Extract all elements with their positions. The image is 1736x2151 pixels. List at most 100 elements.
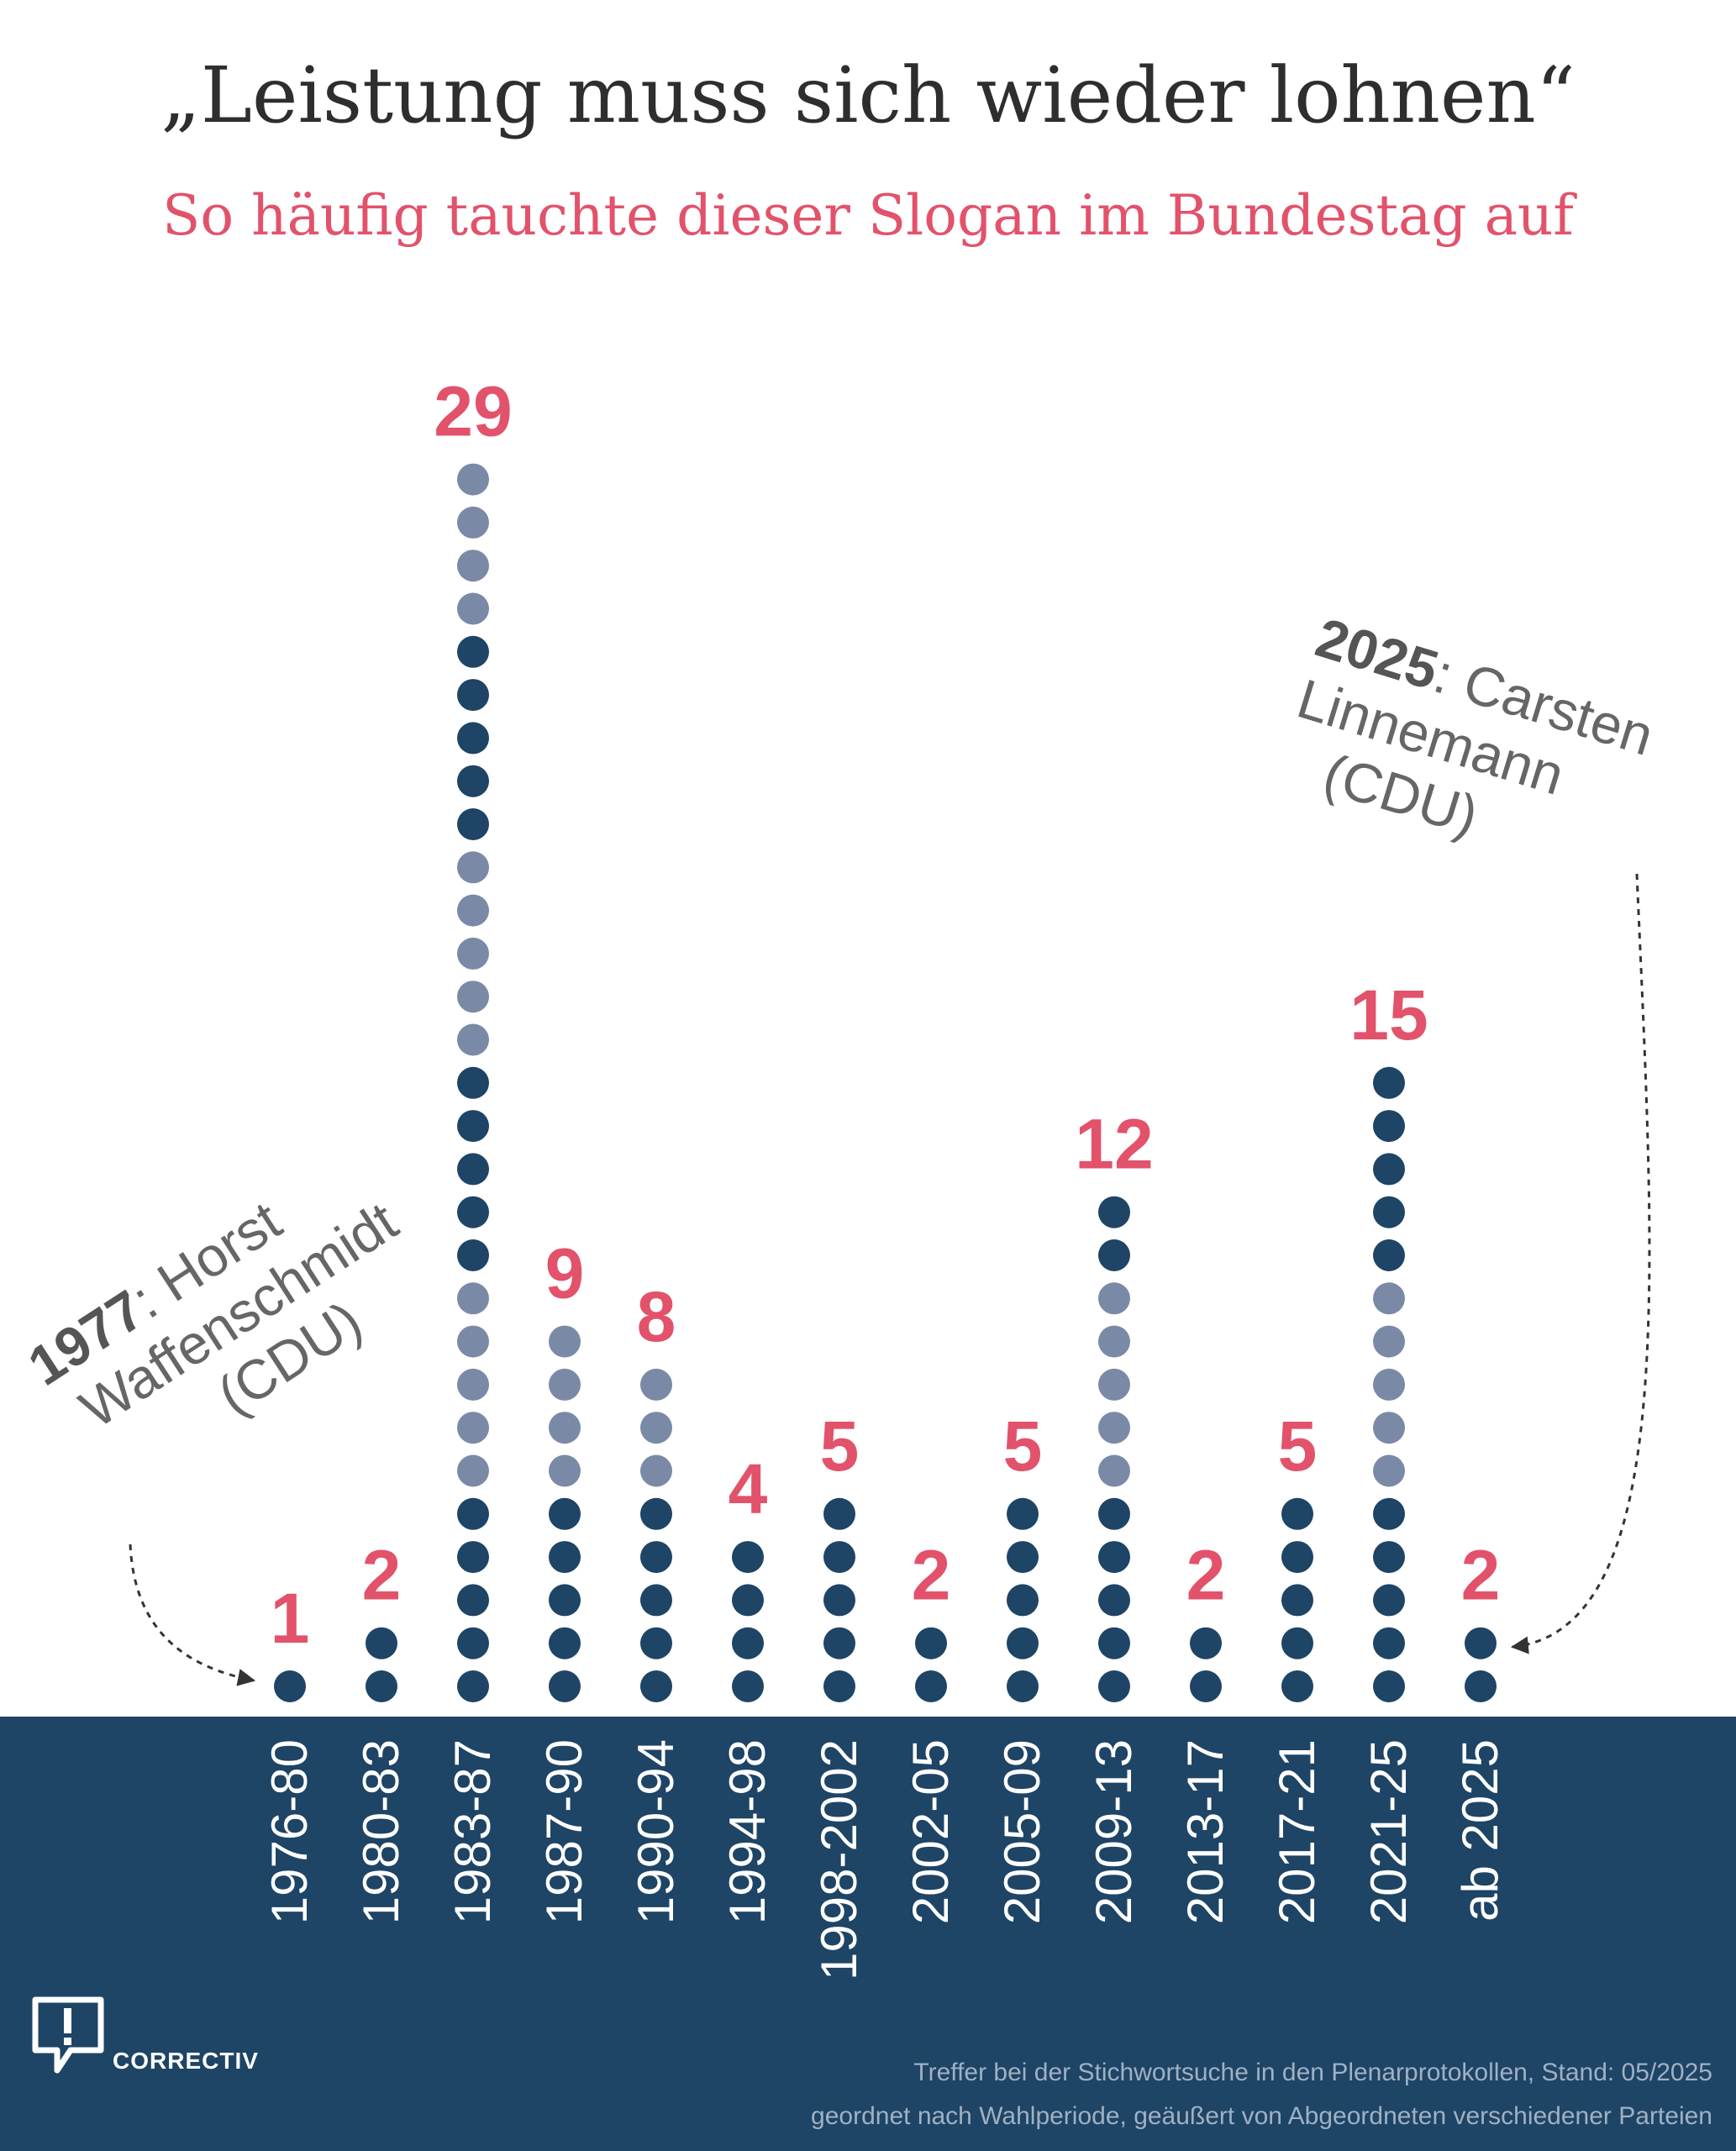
x-tick-label: 2021-25 — [1360, 1739, 1417, 1924]
value-label: 29 — [434, 372, 512, 451]
dot — [823, 1670, 855, 1702]
dot — [1190, 1627, 1222, 1659]
dot — [1281, 1627, 1313, 1659]
annotation-arrow-right — [1510, 873, 1651, 1654]
dot — [640, 1627, 672, 1659]
value-label: 2 — [362, 1536, 402, 1615]
dot — [640, 1412, 672, 1444]
dot — [1373, 1627, 1405, 1659]
dot — [457, 722, 489, 755]
dot — [823, 1584, 855, 1617]
dot — [549, 1497, 581, 1530]
value-label: 2 — [912, 1536, 951, 1615]
dot — [457, 1153, 489, 1186]
dot — [457, 894, 489, 927]
dot — [457, 679, 489, 712]
dot — [1281, 1670, 1313, 1702]
dot — [1098, 1282, 1130, 1315]
dot — [1373, 1454, 1405, 1487]
dot — [457, 592, 489, 625]
dot — [732, 1584, 764, 1617]
dot — [1098, 1627, 1130, 1659]
dot — [549, 1368, 581, 1401]
value-label: 2 — [1461, 1536, 1501, 1615]
dot — [457, 506, 489, 539]
dot — [1373, 1110, 1405, 1143]
dot — [1281, 1584, 1313, 1617]
dot — [457, 1110, 489, 1143]
dot — [457, 1541, 489, 1574]
dot — [457, 1454, 489, 1487]
correctiv-logo-icon — [32, 1996, 104, 2074]
value-label: 5 — [1003, 1407, 1043, 1486]
dot — [1098, 1454, 1130, 1487]
dot — [915, 1627, 947, 1659]
dot — [549, 1627, 581, 1659]
dot — [457, 1368, 489, 1401]
dot — [457, 1066, 489, 1099]
dot — [457, 765, 489, 797]
x-tick-label: 1987-90 — [536, 1739, 592, 1924]
dot — [457, 1497, 489, 1530]
dot — [457, 1196, 489, 1228]
dot — [640, 1541, 672, 1574]
dot — [549, 1541, 581, 1574]
dot — [1098, 1584, 1130, 1617]
category-band — [0, 1717, 1736, 2151]
dot — [457, 463, 489, 496]
dot — [732, 1670, 764, 1702]
dot — [1098, 1196, 1130, 1228]
dot — [1098, 1497, 1130, 1530]
dot — [1281, 1541, 1313, 1574]
value-label: 8 — [637, 1277, 676, 1356]
dot — [1465, 1627, 1497, 1659]
chart-title: „Leistung muss sich wieder lohnen“ — [160, 50, 1576, 140]
dot — [915, 1670, 947, 1702]
dot — [732, 1627, 764, 1659]
x-tick-label: 1994-98 — [719, 1739, 776, 1924]
dot — [640, 1454, 672, 1487]
dot — [823, 1627, 855, 1659]
dot — [1373, 1670, 1405, 1702]
dot — [457, 635, 489, 668]
dot — [549, 1670, 581, 1702]
footnote-line-1: Treffer bei der Stichwortsuche in den Pl… — [913, 2059, 1712, 2086]
dot — [457, 1412, 489, 1444]
dot — [457, 1282, 489, 1315]
x-tick-label: 1980-83 — [353, 1739, 409, 1924]
dot — [549, 1584, 581, 1617]
dot — [640, 1497, 672, 1530]
dot — [1007, 1541, 1039, 1574]
dot — [1373, 1066, 1405, 1099]
dot — [1373, 1497, 1405, 1530]
dot — [457, 1627, 489, 1659]
dot — [1373, 1239, 1405, 1271]
value-label: 5 — [820, 1407, 860, 1486]
dot — [457, 1023, 489, 1056]
dot — [1098, 1325, 1130, 1358]
dot — [1098, 1412, 1130, 1444]
chart-subtitle: So häufig tauchte dieser Slogan im Bunde… — [162, 183, 1574, 248]
dot — [549, 1412, 581, 1444]
dot — [1007, 1497, 1039, 1530]
x-tick-label: 2005-09 — [994, 1739, 1050, 1924]
dot — [1373, 1153, 1405, 1186]
dot — [640, 1670, 672, 1702]
dot — [1373, 1368, 1405, 1401]
dot — [549, 1325, 581, 1358]
x-tick-label: 1976-80 — [261, 1739, 318, 1924]
footnote: Treffer bei der Stichwortsuche in den Pl… — [811, 2051, 1712, 2138]
dot — [1098, 1670, 1130, 1702]
dot — [1373, 1412, 1405, 1444]
dot — [1007, 1627, 1039, 1659]
value-label: 5 — [1278, 1407, 1318, 1486]
dot — [823, 1497, 855, 1530]
correctiv-logo-text: CORRECTIV — [113, 2048, 259, 2074]
dot — [640, 1584, 672, 1617]
footnote-line-2: geordnet nach Wahlperiode, geäußert von … — [811, 2102, 1712, 2130]
annotation-arrow-left — [129, 1544, 256, 1686]
value-label: 9 — [545, 1234, 585, 1313]
dot — [1373, 1541, 1405, 1574]
dot — [1007, 1670, 1039, 1702]
